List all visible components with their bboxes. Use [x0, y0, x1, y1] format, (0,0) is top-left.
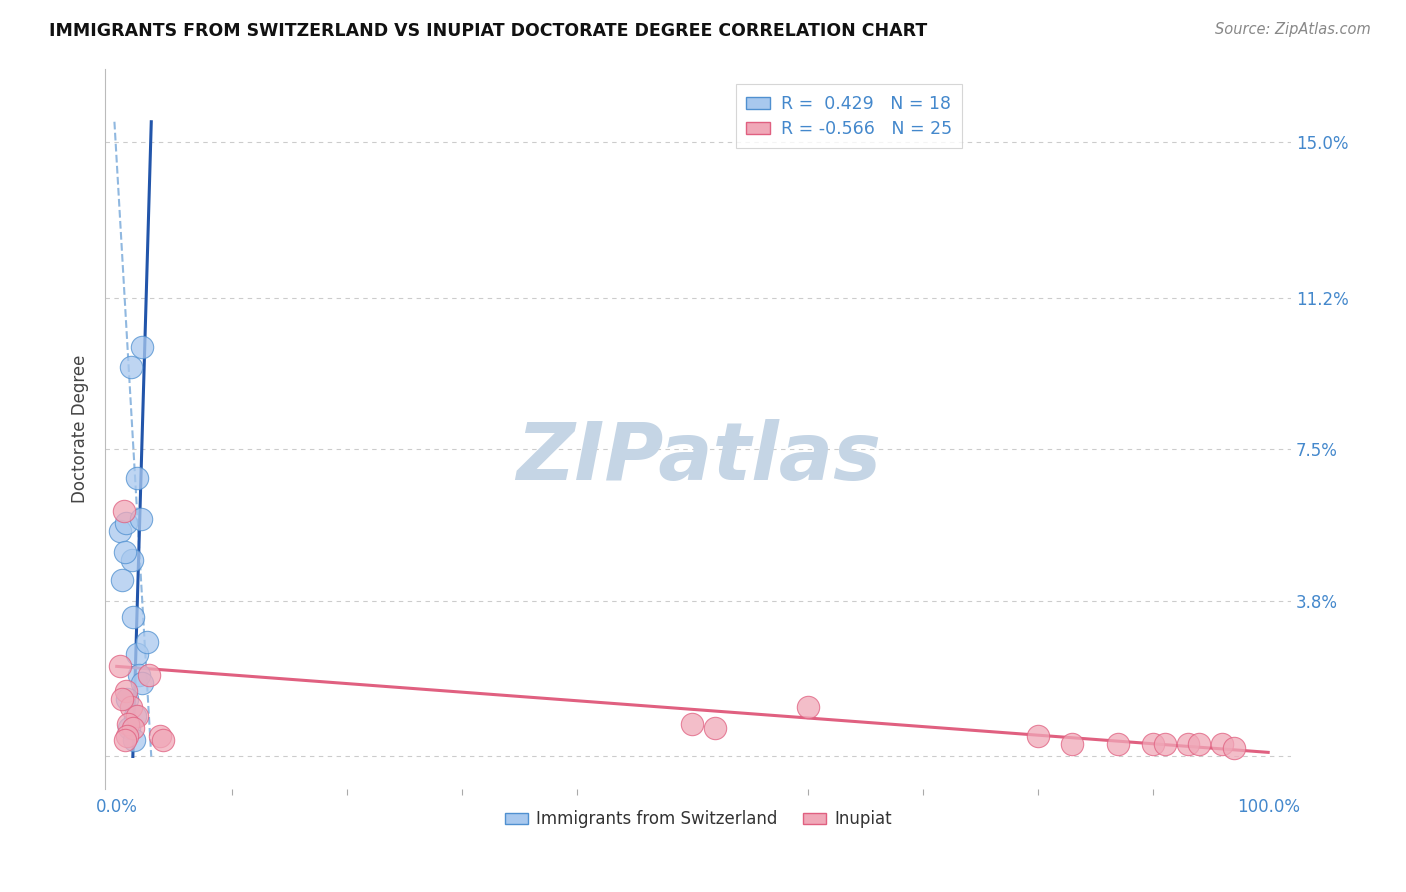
Point	[127, 708, 149, 723]
Point	[1108, 737, 1130, 751]
Point	[115, 684, 138, 698]
Point	[115, 692, 138, 706]
Point	[108, 659, 131, 673]
Point	[796, 700, 818, 714]
Point	[681, 716, 703, 731]
Point	[112, 504, 135, 518]
Text: IMMIGRANTS FROM SWITZERLAND VS INUPIAT DOCTORATE DEGREE CORRELATION CHART: IMMIGRANTS FROM SWITZERLAND VS INUPIAT D…	[49, 22, 928, 40]
Point	[131, 675, 153, 690]
Point	[120, 360, 142, 375]
Point	[1188, 737, 1211, 751]
Point	[124, 708, 146, 723]
Text: Source: ZipAtlas.com: Source: ZipAtlas.com	[1215, 22, 1371, 37]
Point	[704, 721, 727, 735]
Point	[120, 700, 142, 714]
Point	[117, 716, 139, 731]
Point	[127, 471, 149, 485]
Point	[111, 574, 134, 588]
Point	[152, 733, 174, 747]
Point	[121, 610, 143, 624]
Point	[131, 340, 153, 354]
Point	[118, 721, 141, 735]
Point	[114, 545, 136, 559]
Point	[128, 667, 150, 681]
Point	[108, 524, 131, 539]
Point	[1211, 737, 1233, 751]
Point	[135, 635, 157, 649]
Point	[121, 721, 143, 735]
Point	[1026, 729, 1049, 743]
Text: ZIPatlas: ZIPatlas	[516, 418, 880, 497]
Point	[1153, 737, 1175, 751]
Point	[111, 692, 134, 706]
Point	[121, 553, 143, 567]
Point	[138, 667, 160, 681]
Y-axis label: Doctorate Degree: Doctorate Degree	[72, 355, 89, 503]
Point	[114, 733, 136, 747]
Point	[122, 733, 145, 747]
Point	[1177, 737, 1199, 751]
Point	[129, 512, 152, 526]
Point	[115, 729, 138, 743]
Point	[115, 516, 138, 530]
Point	[149, 729, 172, 743]
Point	[1222, 741, 1244, 756]
Point	[1142, 737, 1164, 751]
Point	[127, 647, 149, 661]
Point	[1062, 737, 1084, 751]
Legend: Immigrants from Switzerland, Inupiat: Immigrants from Switzerland, Inupiat	[498, 804, 898, 835]
